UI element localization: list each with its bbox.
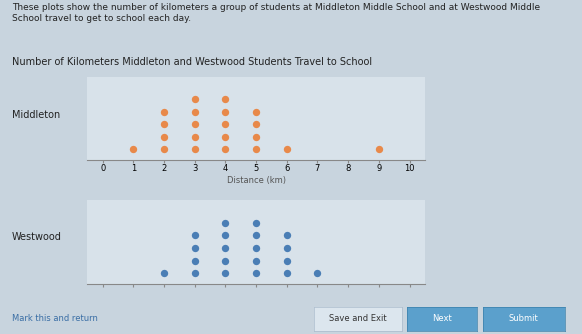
Point <box>190 147 200 152</box>
Point <box>251 220 261 226</box>
Point <box>129 147 138 152</box>
Point <box>159 134 169 140</box>
Point <box>221 233 230 238</box>
Point <box>221 134 230 140</box>
Point <box>251 134 261 140</box>
Point <box>282 245 292 250</box>
Point <box>221 271 230 276</box>
Text: Mark this and return: Mark this and return <box>12 315 98 323</box>
Point <box>251 147 261 152</box>
X-axis label: Distance (km): Distance (km) <box>226 176 286 185</box>
Point <box>251 271 261 276</box>
Point <box>251 245 261 250</box>
Text: Submit: Submit <box>509 315 539 323</box>
Text: Number of Kilometers Middleton and Westwood Students Travel to School: Number of Kilometers Middleton and Westw… <box>12 57 372 67</box>
Point <box>251 122 261 127</box>
Point <box>251 109 261 115</box>
Point <box>190 97 200 102</box>
Point <box>221 97 230 102</box>
Point <box>282 147 292 152</box>
Point <box>221 258 230 263</box>
Text: Westwood: Westwood <box>12 232 62 242</box>
Point <box>251 258 261 263</box>
Point <box>190 258 200 263</box>
Point <box>190 134 200 140</box>
Point <box>282 271 292 276</box>
Point <box>190 271 200 276</box>
Point <box>190 122 200 127</box>
Point <box>374 147 384 152</box>
Text: Next: Next <box>432 315 452 323</box>
Point <box>159 122 169 127</box>
Point <box>221 147 230 152</box>
Text: These plots show the number of kilometers a group of students at Middleton Middl: These plots show the number of kilometer… <box>12 3 540 23</box>
Point <box>159 147 169 152</box>
Text: Save and Exit: Save and Exit <box>329 315 387 323</box>
Point <box>221 122 230 127</box>
Point <box>313 271 322 276</box>
Point <box>282 258 292 263</box>
Point <box>159 271 169 276</box>
Text: Middleton: Middleton <box>12 110 60 120</box>
Point <box>282 233 292 238</box>
Point <box>221 220 230 226</box>
Point <box>159 109 169 115</box>
Point <box>221 245 230 250</box>
Point <box>190 233 200 238</box>
Point <box>251 233 261 238</box>
Point <box>190 109 200 115</box>
Point <box>221 109 230 115</box>
Point <box>190 245 200 250</box>
